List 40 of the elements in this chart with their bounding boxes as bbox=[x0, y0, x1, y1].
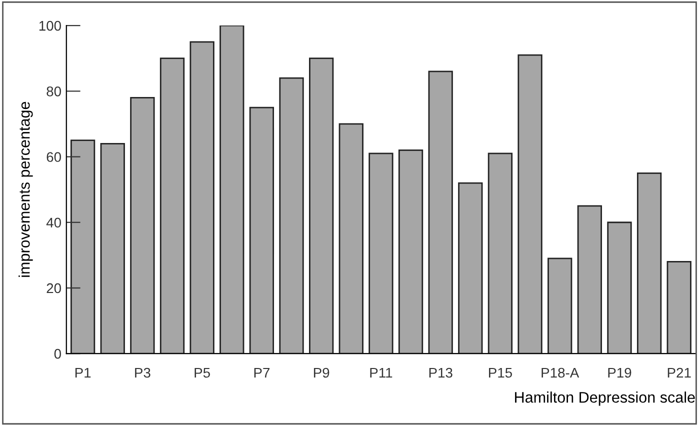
bar bbox=[428, 70, 453, 354]
bar bbox=[309, 58, 334, 354]
x-tick-label: P18-A bbox=[542, 368, 580, 378]
y-tick-label: 60 bbox=[46, 152, 61, 162]
bar bbox=[398, 150, 424, 354]
bar bbox=[70, 140, 96, 354]
y-tick-label: 40 bbox=[46, 218, 61, 228]
bar bbox=[279, 77, 304, 354]
x-tick-label: P5 bbox=[194, 368, 210, 378]
y-tick-label: 80 bbox=[46, 86, 61, 96]
y-tick-label: 0 bbox=[54, 348, 61, 359]
x-tick-label: P11 bbox=[370, 368, 392, 378]
bar bbox=[368, 152, 394, 354]
bar bbox=[636, 172, 662, 354]
x-tick-label: P19 bbox=[608, 368, 632, 378]
x-tick-label: P21 bbox=[668, 368, 691, 378]
bar bbox=[548, 258, 572, 354]
bar bbox=[518, 54, 542, 354]
bar bbox=[338, 123, 364, 354]
bar bbox=[190, 41, 214, 354]
bar bbox=[160, 58, 185, 354]
bar bbox=[220, 26, 244, 354]
x-tick-label: P7 bbox=[254, 368, 270, 378]
x-tick-label: P1 bbox=[75, 368, 91, 378]
x-axis-title: Hamilton Depression scale bbox=[515, 392, 695, 406]
y-tick-label: 20 bbox=[46, 283, 61, 294]
bar bbox=[100, 142, 125, 354]
bar bbox=[666, 261, 692, 354]
x-tick-label: P15 bbox=[489, 368, 512, 378]
y-tick-label: 100 bbox=[39, 20, 62, 31]
bar bbox=[249, 106, 274, 354]
bar bbox=[488, 152, 513, 354]
bar bbox=[607, 222, 632, 354]
x-tick-label: P9 bbox=[314, 368, 330, 378]
bar bbox=[458, 182, 483, 354]
bar bbox=[130, 97, 155, 354]
x-tick-label: P3 bbox=[135, 368, 150, 378]
y-axis-title: improvements percentage bbox=[18, 102, 33, 277]
x-tick-label: P13 bbox=[429, 368, 452, 378]
bar bbox=[577, 205, 602, 354]
